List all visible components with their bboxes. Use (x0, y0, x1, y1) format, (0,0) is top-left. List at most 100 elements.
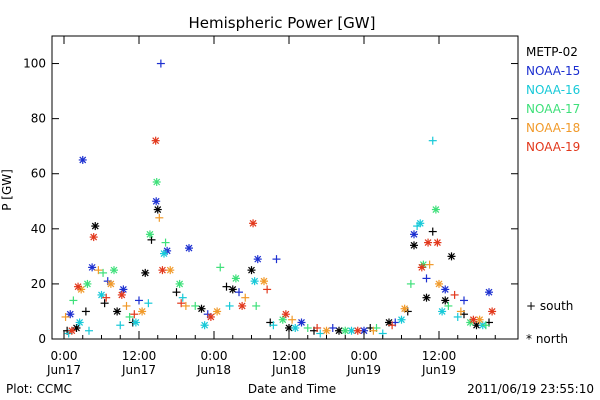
point-north (433, 238, 442, 247)
point-north (206, 312, 215, 321)
point-north (441, 296, 450, 305)
point-south (69, 296, 78, 305)
point-north (213, 307, 222, 316)
point-north (469, 315, 478, 324)
point-south (135, 296, 143, 305)
x-tick-label-date: Jun18 (271, 363, 306, 377)
point-south (177, 299, 186, 308)
point-south (428, 227, 437, 236)
point-north (117, 290, 126, 299)
point-north (97, 290, 106, 299)
point-north (447, 252, 456, 261)
point-north (67, 326, 76, 335)
point-south (125, 312, 134, 321)
point-south (161, 238, 170, 247)
point-north (119, 285, 128, 294)
footer-left: Plot: CCMC (6, 382, 72, 396)
x-tick-label-time: 12:00 (422, 349, 457, 363)
point-north (158, 266, 167, 275)
chart-title: Hemispheric Power [GW] (189, 14, 376, 32)
point-south (155, 213, 164, 222)
point-south (116, 321, 125, 330)
marker-legend-north: * north (526, 332, 568, 346)
point-south (61, 312, 70, 321)
point-north (291, 323, 300, 332)
point-south (388, 321, 397, 330)
point-north (435, 279, 443, 288)
x-tick-label-date: Jun19 (346, 363, 381, 377)
y-tick-label: 100 (23, 57, 46, 71)
point-north (247, 266, 256, 275)
plot-frame (51, 35, 519, 340)
point-south (263, 285, 272, 294)
point-south (85, 326, 93, 335)
point-south (81, 307, 90, 316)
point-north (250, 277, 259, 286)
x-tick-label-time: 0:00 (51, 349, 78, 363)
point-south (422, 274, 431, 283)
point-south (235, 288, 243, 297)
point-north (110, 266, 118, 275)
data-points (61, 59, 497, 338)
point-north (410, 230, 418, 239)
point-south (122, 301, 131, 310)
point-north (488, 307, 497, 316)
legend-entry: NOAA-19 (526, 140, 580, 154)
point-north (75, 318, 84, 327)
point-north (475, 315, 484, 324)
point-north (78, 155, 87, 164)
marker-legend-south: + south (526, 299, 573, 313)
point-north (424, 238, 433, 247)
y-axis-label: P [GW] (0, 169, 14, 211)
point-south (481, 321, 490, 330)
point-north (145, 230, 154, 239)
point-north (131, 318, 140, 327)
point-north (285, 323, 293, 332)
point-south (99, 268, 108, 277)
x-tick-label-date: Jun19 (421, 363, 456, 377)
point-north (166, 266, 175, 275)
point-north (197, 304, 206, 313)
point-south (241, 293, 250, 302)
point-north (431, 205, 440, 214)
point-south (216, 263, 225, 272)
point-south (460, 296, 468, 305)
point-north (113, 307, 122, 316)
point-north (441, 285, 450, 294)
y-tick-label: 0 (38, 332, 46, 346)
point-north (152, 197, 161, 206)
legend: METP-02 NOAA-15 NOAA-16 NOAA-17 NOAA-18 NOAA-… (526, 45, 580, 154)
point-north (422, 293, 431, 302)
point-south (453, 312, 462, 321)
point-north (438, 307, 447, 316)
point-north (353, 326, 362, 335)
point-south (272, 255, 281, 264)
point-north (238, 301, 247, 310)
x-tick-label-date: Jun17 (46, 363, 81, 377)
point-north (341, 326, 350, 335)
point-north (106, 279, 115, 288)
point-south (450, 290, 459, 299)
point-south (222, 282, 231, 291)
point-north (278, 315, 287, 324)
legend-entry: NOAA-16 (526, 83, 580, 97)
point-south (147, 235, 156, 244)
y-tick-label: 80 (31, 112, 46, 126)
point-north (228, 285, 237, 294)
point-south (102, 293, 111, 302)
point-north (485, 288, 493, 297)
point-north (281, 310, 290, 319)
x-tick-label-date: Jun17 (121, 363, 156, 377)
point-north (400, 304, 409, 313)
point-south (225, 301, 234, 310)
point-north (66, 310, 75, 319)
point-north (297, 318, 306, 327)
point-south (156, 59, 165, 68)
y-tick-label: 20 (31, 277, 46, 291)
point-north (160, 249, 168, 258)
point-north (152, 177, 161, 186)
point-north (89, 233, 98, 242)
point-north (151, 136, 160, 145)
point-south (191, 301, 200, 310)
x-axis-label: Date and Time (248, 382, 336, 396)
